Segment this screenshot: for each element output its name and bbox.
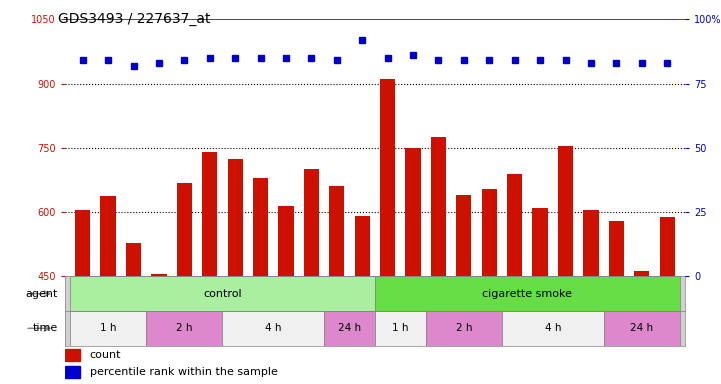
Text: GDS3493 / 227637_at: GDS3493 / 227637_at: [58, 12, 211, 25]
Bar: [146, 311, 223, 346]
Text: cigarette smoke: cigarette smoke: [482, 289, 572, 299]
Bar: [65, 349, 81, 361]
Text: 1 h: 1 h: [392, 323, 409, 333]
Bar: [177, 183, 192, 384]
Bar: [375, 276, 680, 311]
Text: count: count: [89, 350, 121, 360]
Text: time: time: [32, 323, 58, 333]
Bar: [603, 311, 680, 346]
Bar: [223, 311, 324, 346]
Bar: [324, 311, 375, 346]
Text: 1 h: 1 h: [99, 323, 116, 333]
Text: 24 h: 24 h: [630, 323, 653, 333]
Bar: [329, 187, 345, 384]
Bar: [502, 311, 603, 346]
Bar: [609, 221, 624, 384]
Bar: [660, 217, 675, 384]
Bar: [65, 366, 81, 379]
Text: 4 h: 4 h: [265, 323, 281, 333]
Bar: [100, 196, 115, 384]
Text: control: control: [203, 289, 242, 299]
Bar: [355, 217, 370, 384]
Text: 24 h: 24 h: [338, 323, 361, 333]
Bar: [278, 206, 293, 384]
Bar: [70, 276, 375, 311]
Bar: [533, 208, 548, 384]
Bar: [304, 169, 319, 384]
Bar: [151, 274, 167, 384]
Bar: [482, 189, 497, 384]
Bar: [558, 146, 573, 384]
Bar: [70, 311, 146, 346]
Bar: [202, 152, 217, 384]
Bar: [75, 210, 90, 384]
Bar: [583, 210, 598, 384]
Text: percentile rank within the sample: percentile rank within the sample: [89, 367, 278, 377]
Bar: [126, 243, 141, 384]
Text: 2 h: 2 h: [176, 323, 193, 333]
Bar: [431, 137, 446, 384]
Bar: [228, 159, 243, 384]
Bar: [634, 271, 650, 384]
Text: 2 h: 2 h: [456, 323, 472, 333]
Bar: [380, 79, 395, 384]
Bar: [425, 311, 502, 346]
Text: 4 h: 4 h: [544, 323, 561, 333]
Bar: [253, 178, 268, 384]
Bar: [375, 311, 425, 346]
Bar: [507, 174, 522, 384]
Bar: [456, 195, 472, 384]
Bar: [405, 148, 420, 384]
Text: agent: agent: [25, 289, 58, 299]
